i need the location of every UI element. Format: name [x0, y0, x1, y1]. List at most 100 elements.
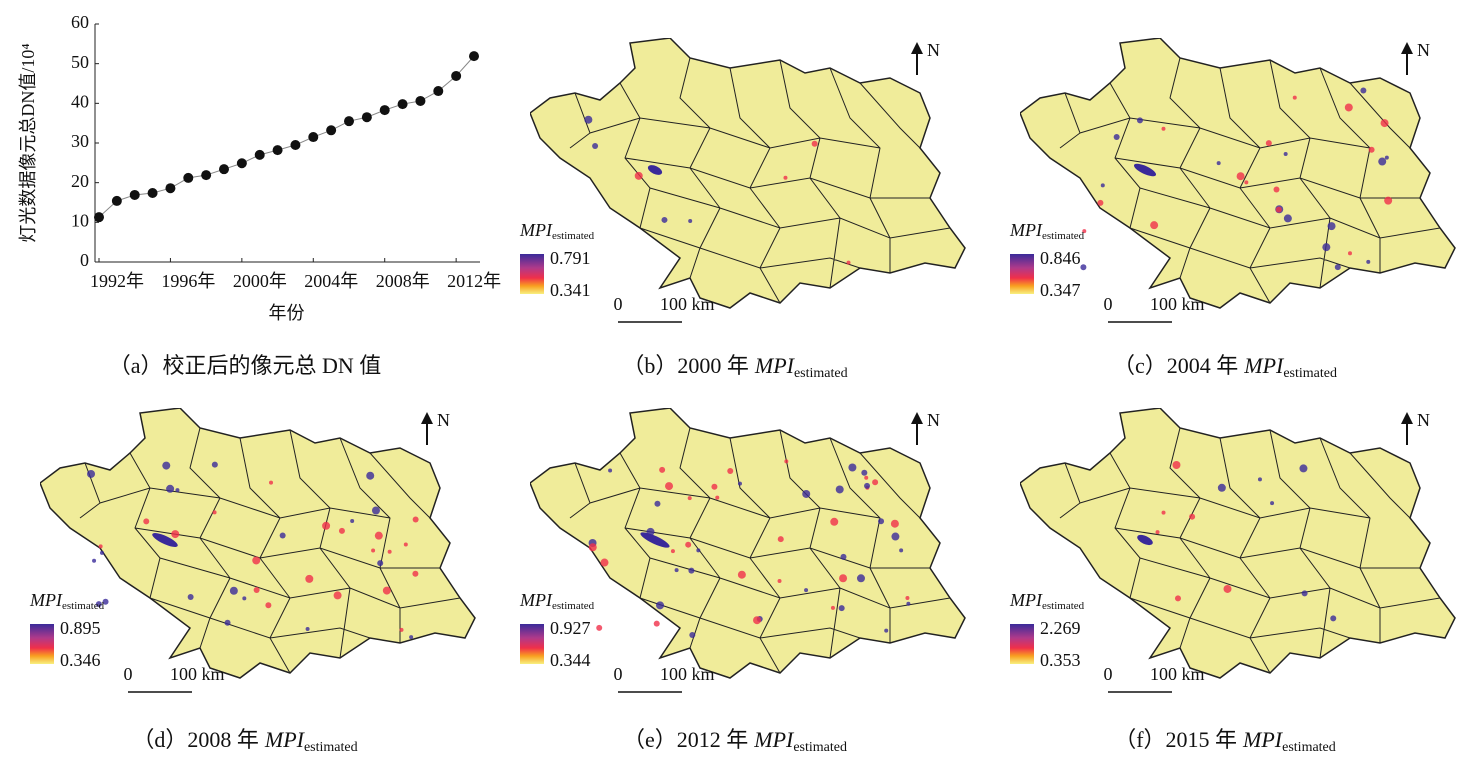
light-spot: [777, 578, 782, 583]
light-spot: [856, 574, 865, 583]
light-spot: [242, 596, 247, 601]
light-spot: [1347, 251, 1352, 256]
light-spot: [1283, 152, 1288, 157]
scale-label: 100 km: [1150, 664, 1205, 684]
urban-core: [647, 165, 663, 175]
y-tick-label: 50: [71, 52, 89, 72]
y-tick-label: 0: [80, 250, 89, 270]
legend-max: 2.269: [1040, 618, 1081, 638]
y-tick-label: 30: [71, 131, 89, 151]
legend-gradient: [30, 624, 54, 664]
light-spot: [175, 488, 180, 493]
light-spot: [727, 467, 734, 474]
scale-zero: 0: [614, 294, 623, 314]
light-spot: [1384, 196, 1393, 205]
x-axis-label: 年份: [269, 303, 305, 323]
data-point: [272, 145, 283, 156]
light-spot: [588, 543, 597, 552]
light-spot: [409, 635, 414, 640]
light-spot: [670, 549, 675, 554]
data-point: [129, 189, 140, 200]
light-spot: [305, 626, 310, 631]
light-spot: [878, 518, 885, 525]
light-spot: [305, 574, 314, 583]
scale-zero: 0: [1104, 294, 1113, 314]
light-spot: [1384, 155, 1389, 160]
light-spot: [1265, 140, 1272, 147]
light-spot: [143, 518, 150, 525]
light-spot: [1380, 119, 1389, 128]
north-label: N: [1417, 40, 1430, 60]
light-spot: [848, 463, 857, 472]
legend-var: MPI: [519, 220, 553, 240]
light-spot: [839, 574, 848, 583]
scale-zero: 0: [1104, 664, 1113, 684]
light-spot: [1344, 103, 1353, 112]
y-axis-label: 灯光数据像元总DN值/10⁴: [18, 43, 38, 242]
data-point: [147, 187, 158, 198]
north-label: N: [437, 410, 450, 430]
north-arrowhead: [911, 412, 923, 424]
caption-sub: estimated: [1283, 366, 1337, 381]
light-spot: [584, 115, 593, 124]
data-point: [201, 170, 212, 181]
map-panel: N MPIestimated 0.791 0.341 0 100 km: [519, 38, 966, 323]
light-spot: [753, 616, 762, 625]
light-spot: [804, 588, 809, 593]
caption: （e）2012 年 MPIestimated: [623, 727, 847, 755]
caption-var: MPI: [264, 727, 306, 752]
light-spot: [265, 602, 272, 609]
light-spot: [338, 527, 345, 534]
light-spot: [1080, 264, 1087, 271]
light-spot: [374, 531, 383, 540]
light-spot: [674, 568, 679, 573]
light-spot: [661, 216, 668, 223]
legend-gradient: [520, 254, 544, 294]
data-point: [236, 158, 247, 169]
light-spot: [1301, 590, 1308, 597]
light-spot: [350, 519, 355, 524]
light-spot: [366, 471, 375, 480]
light-spot: [872, 479, 879, 486]
light-spot: [891, 532, 900, 541]
light-spot: [1150, 221, 1159, 230]
light-spot: [99, 550, 104, 555]
light-spot: [322, 521, 331, 530]
light-spot: [592, 142, 599, 149]
light-spot: [665, 482, 674, 491]
light-spot: [279, 532, 286, 539]
caption-sub: estimated: [793, 740, 847, 755]
light-spot: [1292, 95, 1297, 100]
legend-title: MPIestimated: [29, 590, 105, 611]
light-spot: [737, 481, 742, 486]
light-spot: [777, 536, 784, 543]
legend-var: MPI: [29, 590, 63, 610]
legend-max: 0.791: [550, 248, 591, 268]
legend-min: 0.347: [1040, 280, 1081, 300]
light-spot: [656, 601, 665, 610]
light-spot: [688, 219, 693, 224]
light-spot: [162, 461, 171, 470]
light-spot: [715, 495, 720, 500]
scale-label: 100 km: [660, 294, 715, 314]
map-panel: N MPIestimated 0.927 0.344 0 100 km: [519, 408, 966, 693]
north-arrowhead: [1401, 412, 1413, 424]
light-spot: [1136, 117, 1143, 124]
light-spot: [166, 484, 175, 493]
light-spot: [840, 553, 847, 560]
legend-gradient: [1010, 624, 1034, 664]
caption: （f）2015 年 MPIestimated: [1114, 727, 1336, 755]
data-point: [219, 164, 229, 175]
light-spot: [212, 510, 217, 515]
data-point: [379, 105, 390, 116]
map-panel: N MPIestimated 0.846 0.347 0 100 km: [1009, 38, 1456, 323]
light-spot: [685, 541, 692, 548]
light-spot: [377, 560, 384, 567]
y-tick-label: 10: [71, 210, 89, 230]
caption-var: MPI: [1242, 727, 1284, 752]
light-spot: [811, 140, 818, 147]
data-point: [308, 132, 319, 143]
light-spot: [1097, 199, 1104, 206]
y-tick-label: 60: [71, 12, 89, 32]
light-spot: [608, 468, 613, 473]
